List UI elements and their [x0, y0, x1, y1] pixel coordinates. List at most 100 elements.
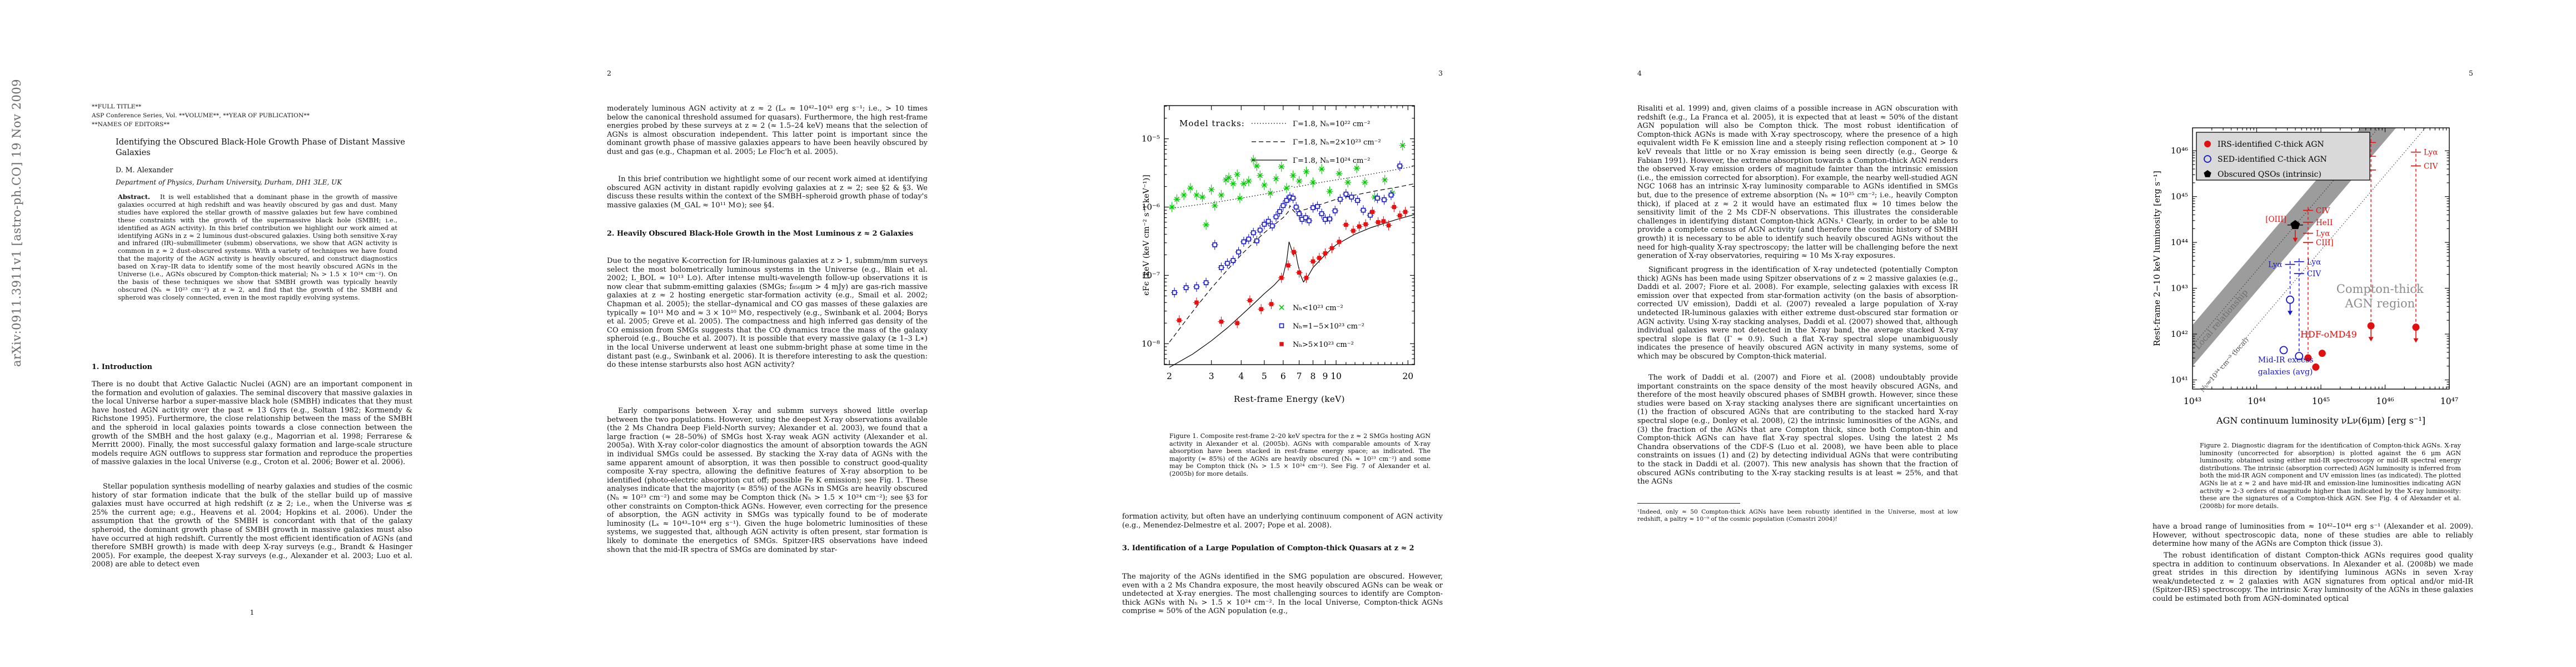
page-4: 4 Risaliti et al. 1999) and, given claim… — [1546, 0, 2061, 667]
fig1-model-track — [1169, 214, 1415, 368]
fig2-emission-line-track: Lyα CIV — [2410, 148, 2438, 343]
svg-text:10⁴⁵: 10⁴⁵ — [2312, 396, 2330, 406]
paragraph: Risaliti et al. 1999) and, given claims … — [1637, 104, 1958, 261]
svg-text:Lyα: Lyα — [2268, 261, 2282, 270]
fig1-data-legend: Nₕ<10²³ cm⁻² Nₕ=1−5×10²³ cm⁻² Nₕ>5×10²³ cm… — [1279, 304, 1364, 349]
page-number: 2 — [607, 69, 611, 77]
svg-text:Nₕ=1−5×10²³ cm⁻²: Nₕ=1−5×10²³ cm⁻² — [1293, 322, 1364, 331]
svg-text:Lyα: Lyα — [2316, 230, 2330, 238]
fig2-emission-line-track: Lyα CIV — [2294, 258, 2321, 361]
fig1-model-legend: Model tracks: Γ=1.8, Nₕ=10²² cm⁻² Γ=1.8, N… — [1179, 118, 1381, 165]
svg-text:Nₕ>5×10²³ cm⁻²: Nₕ>5×10²³ cm⁻² — [1293, 341, 1354, 349]
abstract-label: Abstract. — [118, 193, 151, 201]
fig2-dotted-line — [2193, 128, 2379, 346]
svg-text:10⁴⁶: 10⁴⁶ — [2376, 396, 2394, 406]
section-3-heading: 3. Identification of a Large Population … — [1122, 544, 1414, 552]
svg-text:Rest-frame Energy (keV): Rest-frame Energy (keV) — [1234, 394, 1345, 404]
svg-text:10⁴⁷: 10⁴⁷ — [2440, 396, 2458, 406]
svg-text:10⁻⁸: 10⁻⁸ — [1142, 339, 1160, 349]
svg-text:Rest-frame 2−10 keV luminosity: Rest-frame 2−10 keV luminosity [erg s⁻¹] — [2152, 171, 2162, 346]
fig1-series — [1171, 161, 1403, 298]
paragraph: In this brief contribution we hightlight… — [607, 175, 928, 210]
svg-text:Lyα: Lyα — [2424, 148, 2438, 157]
author: D. M. Alexander — [116, 166, 173, 174]
fig1-axis-ticks — [1164, 106, 1414, 365]
paragraph: formation activity, but often have an un… — [1122, 512, 1443, 530]
fig1-model-track — [1169, 183, 1415, 343]
abstract-text: It is well established that a dominant p… — [118, 193, 397, 301]
svg-text:10⁴²: 10⁴² — [2171, 329, 2188, 339]
paragraph: have a broad range of luminosities from … — [2153, 522, 2473, 549]
fig2-annotation: Compton-thick — [2336, 282, 2424, 296]
section-1-heading: 1. Introduction — [92, 363, 152, 371]
svg-text:Nₕ<10²³ cm⁻²: Nₕ<10²³ cm⁻² — [1293, 304, 1343, 312]
page-number: 1 — [250, 608, 255, 616]
fig1-series — [1175, 202, 1409, 328]
svg-text:Γ=1.8, Nₕ=10²² cm⁻²: Γ=1.8, Nₕ=10²² cm⁻² — [1293, 120, 1371, 128]
fig2-annotation: Mid-IR excess — [2258, 356, 2314, 365]
fig2-annotation: galaxies (avg) — [2258, 368, 2313, 377]
fig2-dotted-line — [2201, 128, 2426, 389]
figure-1-composite-xray-spectra: 2 3 4 5 6 7 8 9 10 20 10⁻⁵ 10⁻⁶ 10⁻⁷ 10⁻⁸ Model tracks… — [1142, 105, 1415, 404]
svg-text:Γ=1.8, Nₕ=2×10²³ cm⁻²: Γ=1.8, Nₕ=2×10²³ cm⁻² — [1293, 138, 1381, 147]
fig2-annotation: AGN region — [2344, 297, 2415, 310]
svg-text:10⁻⁵: 10⁻⁵ — [1142, 134, 1160, 144]
svg-text:7: 7 — [1297, 371, 1302, 381]
running-header-line3: **NAMES OF EDITORS** — [92, 121, 170, 128]
page-number: 5 — [2469, 69, 2473, 77]
svg-text:SED-identified C-thick AGN: SED-identified C-thick AGN — [2218, 155, 2327, 164]
page-number: 4 — [1637, 69, 1642, 77]
svg-text:10⁴⁴: 10⁴⁴ — [2248, 396, 2265, 406]
running-header-line1: **FULL TITLE** — [92, 103, 142, 110]
paper-title: Identifying the Obscured Black-Hole Grow… — [116, 137, 405, 157]
fig1-model-track — [1169, 166, 1415, 209]
svg-text:8: 8 — [1311, 371, 1316, 381]
affiliation: Department of Physics, Durham University… — [116, 178, 342, 186]
svg-text:10⁴³: 10⁴³ — [2171, 283, 2188, 293]
svg-text:10⁻⁷: 10⁻⁷ — [1142, 270, 1160, 280]
figure-2-caption: Figure 2. Diagnostic diagram for the ide… — [2200, 442, 2461, 510]
page-5: 5 10⁴³ 10⁴⁴ 10⁴⁵ 10⁴⁶ 10⁴⁷ 10⁴¹ 10⁴² 10⁴³ 10⁴⁴ 10… — [2061, 0, 2576, 667]
svg-text:3: 3 — [1209, 371, 1214, 381]
figure-2-compton-thick-diagnostic: 10⁴³ 10⁴⁴ 10⁴⁵ 10⁴⁶ 10⁴⁷ 10⁴¹ 10⁴² 10⁴³ 10⁴⁴ 10⁴⁵… — [2152, 127, 2458, 426]
paragraph: moderately luminous AGN activity at z ≈ … — [607, 104, 928, 156]
section-2-heading: 2. Heavily Obscured Black-Hole Growth in… — [607, 230, 914, 238]
paragraph: There is no doubt that Active Galactic N… — [92, 380, 412, 467]
fig2-emission-line-track: Lyα — [2268, 261, 2295, 316]
fig1-plot: 2 3 4 5 6 7 8 9 10 20 10⁻⁵ 10⁻⁶ 10⁻⁷ 10⁻⁸ Model tracks… — [1142, 105, 1415, 404]
svg-text:10⁴⁶: 10⁴⁶ — [2171, 146, 2188, 156]
page-1: arXiv:0911.3911v1 [astro-ph.CO] 19 Nov 2… — [0, 0, 515, 667]
svg-text:HeII: HeII — [2316, 218, 2333, 227]
fig2-plot: 10⁴³ 10⁴⁴ 10⁴⁵ 10⁴⁶ 10⁴⁷ 10⁴¹ 10⁴² 10⁴³ 10⁴⁴ 10⁴⁵… — [2152, 127, 2458, 426]
page-number: 3 — [1438, 69, 1443, 77]
svg-text:Lyα: Lyα — [2307, 258, 2321, 267]
fig2-legend: IRS-identified C-thick AGN SED-identified… — [2196, 132, 2370, 181]
paragraph: The robust identification of distant Com… — [2153, 551, 2473, 603]
paragraph: Significant progress in the identificati… — [1637, 266, 1958, 361]
svg-text:5: 5 — [1262, 371, 1267, 381]
abstract: Abstract. It is well established that a … — [118, 193, 397, 302]
svg-text:ϵFϵ [keV (keV cm⁻² s⁻¹ keV⁻¹)]: ϵFϵ [keV (keV cm⁻² s⁻¹ keV⁻¹)] — [1142, 175, 1151, 295]
running-header-line2: ASP Conference Series, Vol. **VOLUME**, … — [92, 112, 310, 119]
footnote: ¹Indeed, only ≈ 50 Compton-thick AGNs ha… — [1637, 509, 1958, 522]
svg-text:10⁴⁵: 10⁴⁵ — [2171, 192, 2188, 202]
paragraph: Early comparisons between X-ray and subm… — [607, 407, 928, 554]
figure-1-caption: Figure 1. Composite rest-frame 2–20 keV … — [1169, 432, 1431, 477]
svg-text:CIV: CIV — [2316, 206, 2330, 215]
svg-text:CIV: CIV — [2424, 162, 2438, 171]
paragraph: The work of Daddi et al. (2007) and Fior… — [1637, 374, 1958, 486]
fig2-obscured-qso-pentagon: [OIII] — [2265, 215, 2303, 242]
fig2-axis-ticks — [2192, 128, 2450, 389]
svg-text:10⁴³: 10⁴³ — [2184, 396, 2201, 406]
svg-text:10: 10 — [1331, 371, 1342, 381]
footnote-rule — [1637, 503, 1740, 504]
fig1-series — [1168, 140, 1406, 230]
paragraph: Due to the negative K-correction for IR-… — [607, 257, 928, 370]
svg-text:CIII]: CIII] — [2316, 238, 2334, 247]
svg-text:6: 6 — [1280, 371, 1286, 381]
svg-text:Γ=1.8, Nₕ=10²⁴ cm⁻²: Γ=1.8, Nₕ=10²⁴ cm⁻² — [1293, 157, 1371, 165]
paragraph: Stellar population synthesis modelling o… — [92, 482, 412, 569]
svg-text:10⁻⁶: 10⁻⁶ — [1142, 202, 1160, 212]
